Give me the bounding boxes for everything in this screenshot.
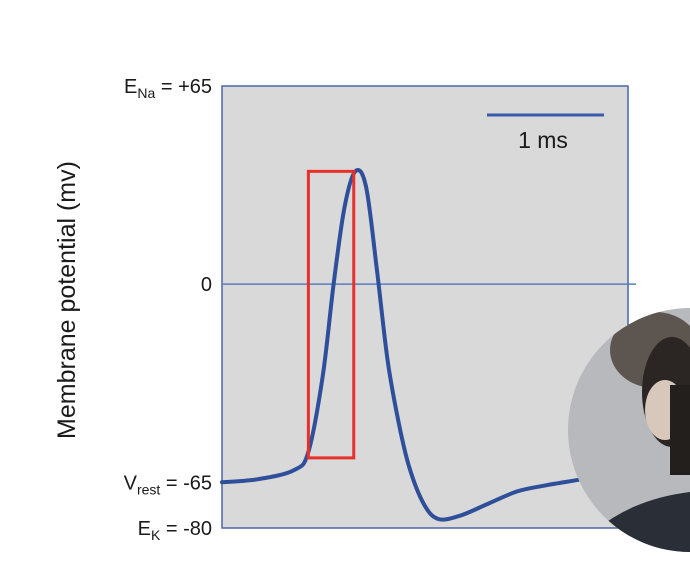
series-membrane-potential-line	[220, 168, 620, 522]
plot-area	[221, 85, 629, 529]
y-axis-label: Membrane potential (mv)	[53, 161, 81, 439]
y-tick-label: ENa = +65	[124, 76, 212, 101]
highlight-rectangle	[306, 169, 356, 460]
y-tick-label: Vrest = -65	[124, 472, 212, 497]
y-tick-labels: ENa = +65 0 Vrest = -65 EK = -80	[124, 76, 212, 543]
y-tick-label: 0	[201, 274, 212, 296]
scale-bar-label: 1 ms	[518, 127, 568, 153]
y-tick-label: EK = -80	[138, 518, 212, 543]
